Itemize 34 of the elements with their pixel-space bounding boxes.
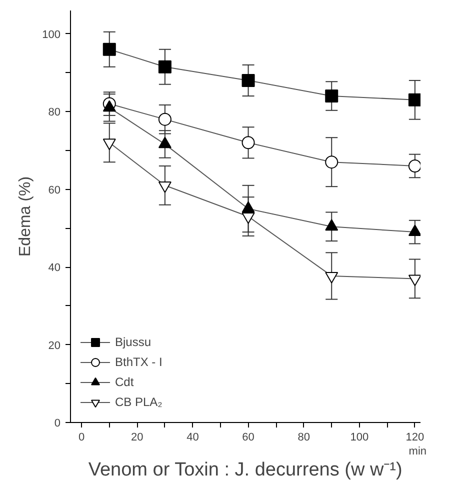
legend-label: Bjussu [115,335,152,349]
y-tick-label: 60 [48,184,61,196]
point [158,60,172,74]
point [242,136,255,150]
legend-label: Cdt [115,375,135,389]
point [325,272,338,284]
x-tick-label: 60 [242,432,254,444]
point [325,156,338,169]
point [158,112,172,126]
point [102,42,116,56]
x-tick-label: 0 [78,432,85,444]
point [408,274,420,286]
point [158,181,172,193]
legend-label: BthTX - I [115,355,162,369]
legend-label: CB PLA₂ [115,395,162,409]
x-tick-label: 80 [298,432,310,444]
x-tick-label: 100 [350,432,369,444]
point [408,159,420,172]
x-tick-label: 120 [406,432,424,444]
y-tick-label: 0 [54,418,61,430]
y-tick-label: 20 [48,340,61,352]
point [102,138,116,150]
y-tick-label: 40 [48,262,61,274]
point [242,74,255,87]
y-axis-title: Edema (%) [17,176,34,257]
point [325,90,338,103]
text: min [408,446,427,458]
point [408,93,420,106]
x-tick-label: 20 [131,432,144,444]
y-tick-label: 80 [48,106,61,119]
x-tick-label: 40 [186,432,199,444]
x-axis-title: Venom or Toxin : J. decurrens (w w⁻¹) [88,460,402,480]
y-tick-label: 100 [42,28,61,41]
point [242,212,255,224]
